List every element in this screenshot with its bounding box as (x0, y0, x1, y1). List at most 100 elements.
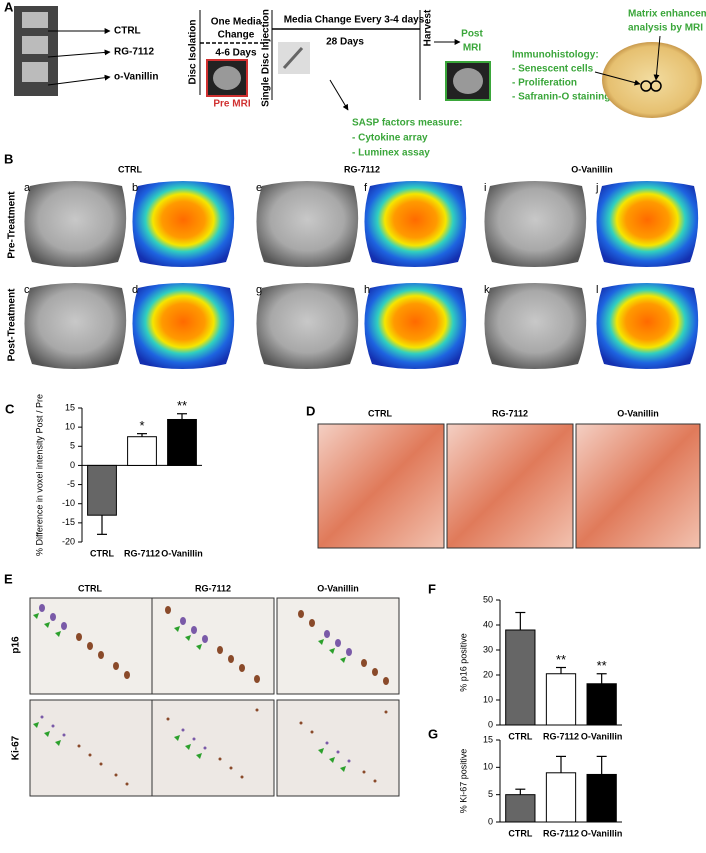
cell (383, 677, 389, 685)
cell (124, 671, 130, 679)
marker-arrow (340, 766, 346, 772)
cell (62, 733, 66, 737)
marker-arrow (318, 748, 324, 754)
y-tick-label: 10 (483, 762, 493, 772)
step-label: - Senescent cells (512, 64, 594, 75)
bar (87, 464, 117, 516)
image-letter: j (595, 182, 598, 194)
y-tick-label: -15 (62, 517, 75, 527)
marker-arrow (44, 731, 50, 737)
image-letter: i (484, 182, 486, 194)
ihc-image (276, 699, 400, 797)
marker-arrow (329, 648, 335, 654)
cell (203, 746, 207, 750)
group-heading: CTRL (368, 408, 392, 418)
panel-label: C (5, 401, 15, 416)
group-heading: RG-7112 (344, 164, 380, 174)
mri-image (484, 283, 587, 369)
cell (229, 766, 233, 770)
group-heading: CTRL (78, 583, 102, 593)
y-tick-label: 15 (65, 402, 75, 412)
cell (77, 744, 81, 748)
x-tick-label: RG-7112 (543, 731, 579, 741)
image-letter: k (484, 284, 490, 296)
step-label: - Luminex assay (352, 148, 430, 159)
image-letter: a (24, 182, 31, 194)
safranin-image (575, 423, 701, 549)
arrow (47, 49, 111, 58)
y-tick-label: 40 (483, 619, 493, 629)
ihc-image (29, 699, 153, 797)
image-letter: b (132, 182, 138, 194)
marker-arrow (55, 631, 61, 637)
significance: * (139, 418, 144, 433)
cell (50, 613, 56, 621)
bar (505, 794, 536, 823)
panel-label: E (4, 571, 13, 586)
x-tick-label: CTRL (508, 828, 532, 838)
marker-arrow (33, 613, 39, 619)
cell (228, 655, 234, 663)
vertebra (22, 12, 48, 28)
mri-disc (213, 66, 241, 90)
cell (361, 659, 367, 667)
cell (76, 633, 82, 641)
cell (336, 750, 340, 754)
cell (255, 708, 259, 712)
panel-label: G (428, 726, 438, 741)
marker-arrow (196, 644, 202, 650)
needle (282, 46, 304, 70)
y-tick-label: 0 (488, 816, 493, 826)
bar (545, 772, 577, 823)
row-label: p16 (11, 636, 22, 654)
cell (325, 741, 329, 745)
bar (586, 683, 617, 726)
mri-heatmap (132, 181, 235, 267)
step-label: One Media (211, 17, 262, 28)
group-heading: CTRL (118, 164, 142, 174)
group-label: CTRL (114, 26, 141, 37)
step-label: Media Change Every 3-4 days (284, 15, 425, 26)
cell (40, 715, 44, 719)
cell (87, 642, 93, 650)
cell (191, 626, 197, 634)
y-axis-label: % Difference in voxel intensity Post / P… (34, 394, 44, 556)
step-label: MRI (463, 43, 482, 54)
panel-label: A (4, 0, 14, 14)
cell (218, 757, 222, 761)
cell (335, 639, 341, 647)
row-label: Ki-67 (11, 735, 22, 760)
x-tick-label: O-Vanillin (161, 548, 203, 558)
y-axis-label: % Ki-67 positive (458, 749, 468, 814)
y-tick-label: 0 (488, 719, 493, 729)
cell (98, 651, 104, 659)
y-tick-label: 30 (483, 644, 493, 654)
arrow (329, 79, 349, 111)
bar (127, 436, 157, 466)
panel-label: D (306, 403, 315, 418)
significance: ** (597, 658, 607, 673)
step-label: Disc Isolation (188, 19, 199, 84)
step-label: Post (461, 29, 483, 40)
cell (324, 630, 330, 638)
step-label: SASP factors measure: (352, 118, 462, 129)
cell (217, 646, 223, 654)
x-tick-label: RG-7112 (124, 548, 160, 558)
row-label: Pre-Treatment (7, 191, 18, 259)
cell (51, 724, 55, 728)
x-tick-label: O-Vanillin (581, 731, 623, 741)
step-label: - Cytokine array (352, 133, 428, 144)
marker-arrow (33, 722, 39, 728)
mri-image (24, 181, 127, 267)
y-tick-label: -5 (67, 479, 75, 489)
y-tick-label: 15 (483, 734, 493, 744)
cell (165, 606, 171, 614)
cell (346, 648, 352, 656)
marker-arrow (185, 744, 191, 750)
cell (309, 619, 315, 627)
cell (362, 770, 366, 774)
marker-arrow (55, 740, 61, 746)
cell (192, 737, 196, 741)
cell (166, 717, 170, 721)
